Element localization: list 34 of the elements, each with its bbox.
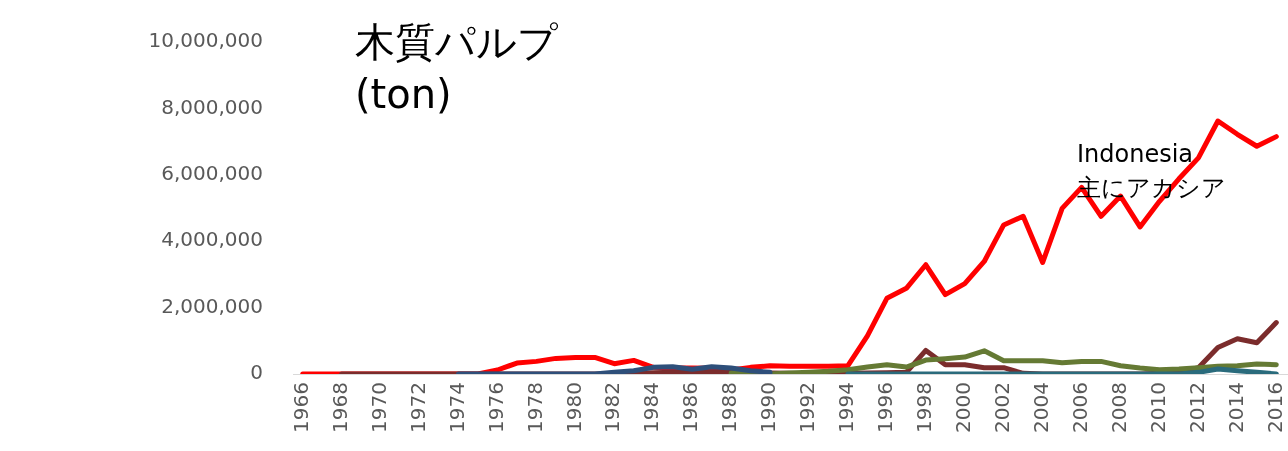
x-tick-label: 2002 bbox=[989, 382, 1014, 433]
y-tick-label: 4,000,000 bbox=[161, 227, 263, 252]
x-tick-label: 1986 bbox=[678, 382, 703, 433]
y-tick-label: 8,000,000 bbox=[161, 94, 263, 119]
x-tick-label: 2014 bbox=[1223, 382, 1248, 433]
series-label: Indonesia bbox=[1077, 139, 1194, 170]
chart-title: 木質パルプ (ton) bbox=[355, 18, 558, 119]
y-tick-label: 2,000,000 bbox=[161, 293, 263, 318]
x-tick-label: 1996 bbox=[873, 382, 898, 433]
x-tick-label: 1992 bbox=[795, 382, 820, 433]
x-tick-label: 1970 bbox=[366, 382, 391, 433]
y-tick-label: 6,000,000 bbox=[161, 161, 263, 185]
y-tick-label: 0 bbox=[250, 360, 263, 385]
x-tick-label: 2016 bbox=[1262, 382, 1287, 433]
x-tick-label: 1990 bbox=[756, 382, 781, 433]
y-tick-label: 10,000,000 bbox=[148, 28, 263, 53]
x-tick-label: 1984 bbox=[639, 382, 664, 433]
x-tick-label: 1978 bbox=[522, 382, 547, 433]
x-tick-label: 2000 bbox=[950, 382, 975, 433]
x-tick-label: 1966 bbox=[288, 382, 313, 433]
x-tick-label: 1972 bbox=[405, 382, 430, 433]
x-tick-label: 2010 bbox=[1145, 382, 1170, 433]
x-tick-label: 2012 bbox=[1184, 382, 1209, 433]
x-tick-label: 1988 bbox=[717, 382, 742, 433]
x-tick-label: 2006 bbox=[1067, 382, 1092, 433]
x-tick-label: 2004 bbox=[1028, 382, 1053, 433]
x-tick-label: 1968 bbox=[327, 382, 352, 433]
x-tick-label: 1982 bbox=[600, 382, 625, 433]
x-tick-label: 1998 bbox=[912, 382, 937, 433]
x-tick-label: 1980 bbox=[561, 382, 586, 433]
x-tick-label: 1974 bbox=[444, 382, 469, 433]
x-tick-label: 1994 bbox=[834, 382, 859, 433]
x-tick-label: 1976 bbox=[483, 382, 508, 433]
x-tick-label: 2008 bbox=[1106, 382, 1131, 433]
